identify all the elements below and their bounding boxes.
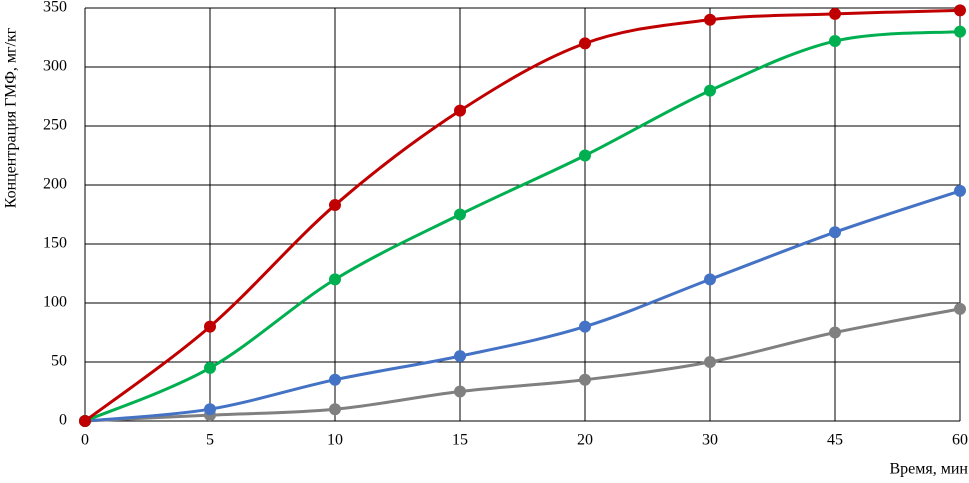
y-tick-label: 250 [43,117,67,134]
y-tick-label: 300 [43,58,67,75]
data-point [579,320,591,333]
data-point [454,350,466,363]
x-tick-label: 15 [452,432,468,449]
data-point [579,37,591,50]
data-point [829,326,841,339]
x-tick-label: 20 [577,432,593,449]
series-line [84,30,961,423]
data-point [704,84,716,97]
data-point [829,35,841,48]
y-axis-title: Концентрация ГМФ, мг/кг [3,27,20,208]
data-point [954,25,966,38]
data-point [454,385,466,398]
x-tick-label: 60 [952,432,968,449]
data-point [954,302,966,315]
data-point [329,403,341,416]
data-point [79,415,91,427]
x-axis-title: Время, мин [889,461,968,478]
y-tick-label: 100 [43,294,67,311]
data-point [329,373,341,386]
data-point [329,273,341,286]
data-point [579,149,591,162]
y-tick-label: 150 [43,235,67,252]
x-tick-label: 30 [702,432,718,449]
data-point [329,199,341,212]
x-tick-label: 45 [827,432,843,449]
x-tick-label: 0 [81,432,89,449]
data-point [954,4,966,17]
series-line [84,189,961,423]
y-tick-label: 50 [51,353,67,370]
data-point [829,226,841,239]
y-tick-label: 0 [59,412,67,429]
y-tick-label: 200 [43,176,67,193]
data-point [204,361,216,374]
data-point [204,403,216,416]
data-point [204,320,216,333]
series-line [84,8,961,423]
data-point [704,273,716,286]
data-point [704,13,716,26]
data-point [954,184,966,197]
x-tick-label: 10 [327,432,343,449]
data-point [704,356,716,368]
data-point [454,208,466,221]
data-point [454,104,466,117]
x-tick-label: 5 [206,432,214,449]
y-tick-label: 350 [43,0,67,16]
data-point [829,7,841,20]
data-point [579,373,591,386]
series-line [84,307,961,423]
